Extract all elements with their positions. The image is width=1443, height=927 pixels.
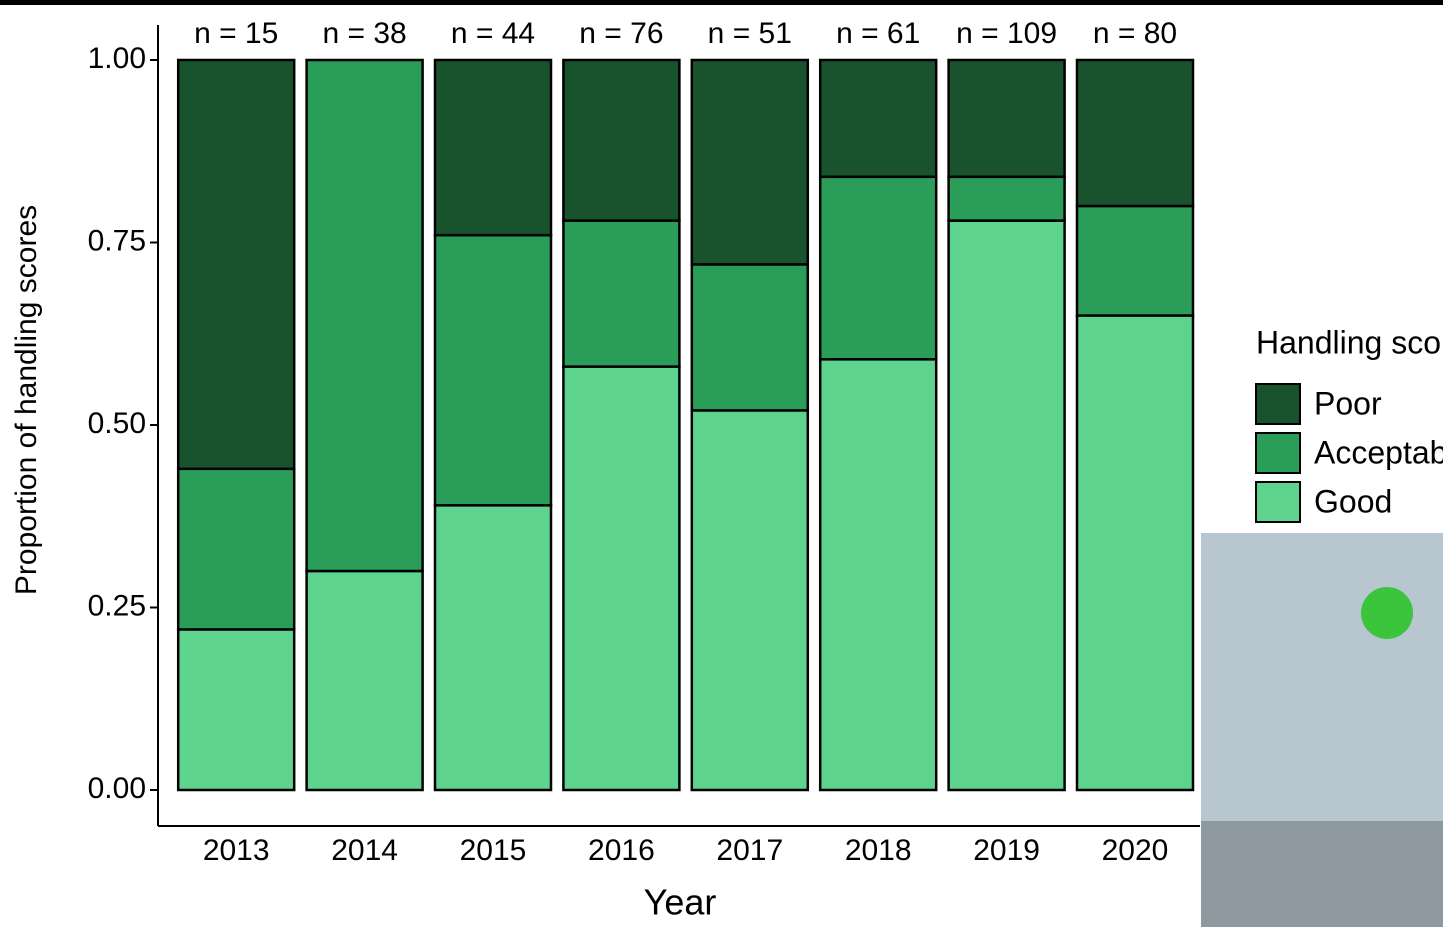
legend-title: Handling score [1256, 324, 1443, 360]
x-axis-title: Year [644, 882, 717, 923]
x-tick-label: 2013 [203, 834, 270, 867]
bar-segment [690, 58, 810, 266]
x-tick-label: 2015 [460, 834, 527, 867]
bar-segment [433, 233, 553, 507]
annotation: n = 109 [956, 17, 1057, 50]
bar-segment [947, 175, 1066, 222]
bar-segment [818, 358, 938, 792]
x-tick-label: 2014 [331, 834, 398, 867]
bar-segment [176, 58, 296, 471]
photo-icon [1361, 587, 1413, 639]
x-tick-label: 2016 [588, 834, 655, 867]
legend-label: Acceptable [1314, 434, 1443, 470]
x-tick-label: 2017 [716, 834, 783, 867]
bar-segment [690, 409, 810, 792]
y-tick-label: 0.00 [88, 772, 146, 805]
bar-segment [562, 365, 681, 792]
bar-segment [690, 263, 810, 412]
photo [1201, 533, 1443, 821]
bar-segment [1075, 314, 1195, 792]
bar-segment [1075, 204, 1195, 317]
legend-swatch [1255, 432, 1301, 474]
bar-segment [305, 58, 424, 573]
bar-segment [562, 58, 681, 222]
annotation: n = 61 [836, 17, 920, 50]
legend-label: Poor [1314, 385, 1382, 421]
bar-segment [818, 175, 938, 361]
bar-segment [947, 58, 1066, 179]
bar-segment [947, 219, 1066, 792]
legend-label: Good [1314, 483, 1392, 519]
bar-segment [433, 58, 553, 237]
bar-segment [176, 628, 296, 792]
y-axis-title: Proportion of handling scores [10, 205, 43, 595]
bar-segment [176, 467, 296, 631]
annotation: n = 38 [322, 17, 406, 50]
x-tick-label: 2018 [845, 834, 912, 867]
bar-segment [818, 58, 938, 179]
annotation: n = 51 [708, 17, 792, 50]
bar-segment [1075, 58, 1195, 208]
annotation: n = 44 [451, 17, 535, 50]
legend-swatch [1255, 383, 1301, 425]
legend-swatch [1255, 481, 1301, 523]
bar-segment [305, 569, 424, 792]
top-border [0, 0, 1443, 5]
bar-segment [562, 219, 681, 368]
y-tick-label: 1.00 [88, 42, 146, 75]
x-tick-label: 2020 [1102, 834, 1169, 867]
y-tick-label: 0.75 [88, 224, 146, 257]
x-tick-label: 2019 [973, 834, 1040, 867]
photo [1201, 821, 1443, 927]
annotation: n = 15 [194, 17, 278, 50]
y-tick-label: 0.50 [88, 407, 146, 440]
bar-segment [433, 504, 553, 792]
y-tick-label: 0.25 [88, 589, 146, 622]
annotation: n = 80 [1093, 17, 1177, 50]
annotation: n = 76 [579, 17, 663, 50]
